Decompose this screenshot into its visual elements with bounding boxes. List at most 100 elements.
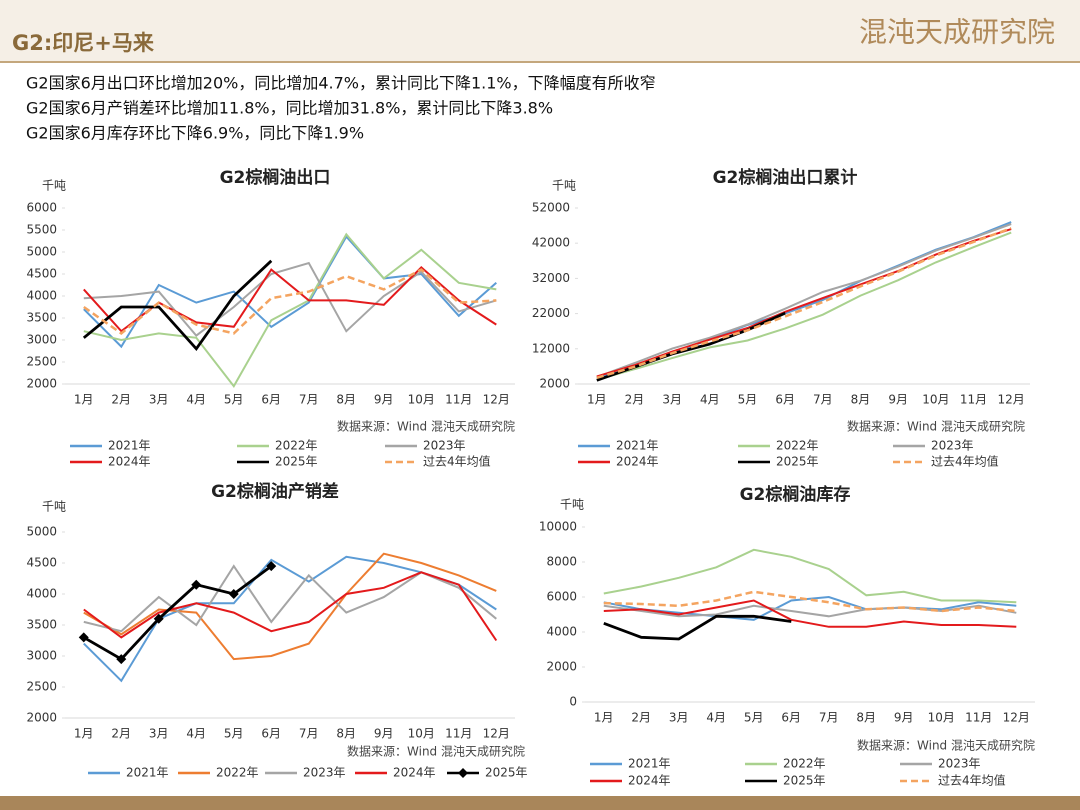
x-tick-label: 7月 [813, 393, 833, 407]
series-line [83, 234, 497, 349]
source-note: 数据来源：Wind 混沌天成研究院 [847, 419, 1025, 434]
header-band [0, 0, 1080, 62]
y-axis-label: 千吨 [560, 498, 584, 512]
legend-label: 2022年 [275, 439, 318, 453]
x-tick-label: 12月 [483, 727, 510, 741]
series-line [83, 261, 497, 337]
y-tick-label: 4500 [26, 556, 57, 570]
source-note: 数据来源：Wind 混沌天成研究院 [347, 744, 525, 759]
legend-label: 2023年 [931, 439, 974, 453]
x-tick-label: 1月 [587, 393, 607, 407]
x-tick-label: 8月 [856, 711, 876, 725]
x-tick-label: 11月 [960, 393, 987, 407]
y-tick-label: 3500 [26, 311, 57, 325]
x-tick-label: 9月 [374, 393, 394, 407]
bullet: G2国家6月产销差环比增加11.8%，同比增加31.8%，累计同比下降3.8% [26, 99, 553, 118]
x-tick-label: 8月 [336, 727, 356, 741]
y-tick-label: 6000 [546, 590, 577, 604]
x-tick-label: 2月 [631, 711, 651, 725]
x-tick-label: 7月 [299, 393, 319, 407]
y-tick-label: 6000 [26, 201, 57, 215]
series-line [82, 259, 273, 352]
x-tick-label: 5月 [224, 393, 244, 407]
x-tick-label: 1月 [594, 711, 614, 725]
x-tick-label: 10月 [408, 727, 435, 741]
series-line [83, 564, 273, 661]
footer-band [0, 796, 1080, 810]
x-tick-label: 5月 [744, 711, 764, 725]
header-title: G2:印尼+马来 [12, 31, 155, 55]
point-marker [266, 561, 277, 572]
y-tick-label: 3000 [26, 649, 57, 663]
x-tick-label: 12月 [483, 393, 510, 407]
y-tick-label: 10000 [539, 520, 577, 534]
y-tick-label: 0 [569, 695, 577, 709]
x-tick-label: 11月 [965, 711, 992, 725]
bullet: G2国家6月库存环比下降6.9%，同比下降1.9% [26, 124, 364, 143]
y-axis-label: 千吨 [552, 179, 576, 193]
y-tick-label: 5000 [26, 525, 57, 539]
legend-label: 2021年 [108, 439, 151, 453]
legend-label: 2025年 [275, 455, 318, 469]
chart-title: G2棕榈油产销差 [211, 481, 339, 502]
x-tick-label: 11月 [445, 393, 472, 407]
bullet: G2国家6月出口环比增加20%，同比增加4.7%，累计同比下降1.1%，下降幅度… [26, 74, 656, 93]
y-tick-label: 2500 [26, 355, 57, 369]
source-note: 数据来源：Wind 混沌天成研究院 [337, 419, 515, 434]
series-line [603, 614, 792, 641]
y-tick-label: 5500 [26, 223, 57, 237]
series-line [83, 268, 497, 335]
x-tick-label: 10月 [928, 711, 955, 725]
legend-label: 过去4年均值 [938, 773, 1006, 788]
series-line [603, 595, 1017, 621]
y-tick-label: 4000 [546, 625, 577, 639]
x-tick-label: 7月 [299, 727, 319, 741]
x-tick-label: 12月 [998, 393, 1025, 407]
logo: 混沌天成研究院 [859, 16, 1055, 49]
y-tick-label: 4000 [26, 289, 57, 303]
x-tick-label: 6月 [781, 711, 801, 725]
legend-label: 2023年 [423, 439, 466, 453]
chart-title: G2棕榈油库存 [740, 484, 851, 505]
series-line [603, 599, 1017, 628]
point-marker [228, 589, 239, 599]
x-tick-label: 2月 [625, 393, 645, 407]
point-marker [153, 613, 164, 624]
x-tick-label: 8月 [336, 393, 356, 407]
x-tick-label: 3月 [669, 711, 689, 725]
series-line [83, 571, 498, 642]
point-marker [78, 632, 89, 643]
y-tick-label: 32000 [532, 271, 570, 285]
y-tick-label: 2000 [26, 711, 57, 725]
series-line [83, 266, 497, 333]
y-tick-label: 2000 [546, 660, 577, 674]
series-line [83, 232, 497, 388]
legend-label: 过去4年均值 [931, 454, 999, 469]
y-tick-label: 3500 [26, 618, 57, 632]
y-tick-label: 22000 [532, 306, 570, 320]
x-tick-label: 1月 [74, 393, 94, 407]
series-line [596, 231, 1012, 381]
legend-label: 2024年 [108, 455, 151, 469]
y-axis-label: 千吨 [42, 179, 66, 193]
legend-label: 2023年 [938, 757, 981, 771]
legend-label: 2024年 [393, 766, 436, 780]
y-tick-label: 8000 [546, 555, 577, 569]
y-axis-label: 千吨 [42, 500, 66, 514]
point-marker [191, 579, 202, 590]
x-tick-label: 3月 [662, 393, 682, 407]
x-tick-label: 9月 [894, 711, 914, 725]
x-tick-label: 8月 [851, 393, 871, 407]
y-tick-label: 52000 [532, 201, 570, 215]
point-marker [116, 654, 127, 665]
x-tick-label: 1月 [74, 727, 94, 741]
legend-label: 2021年 [628, 757, 671, 771]
x-tick-label: 4月 [700, 393, 720, 407]
y-tick-label: 42000 [532, 236, 570, 250]
legend-label: 2021年 [616, 439, 659, 453]
x-tick-label: 12月 [1003, 711, 1030, 725]
legend-label: 2022年 [776, 439, 819, 453]
legend-label: 2023年 [303, 766, 346, 780]
legend-label: 2024年 [628, 774, 671, 788]
